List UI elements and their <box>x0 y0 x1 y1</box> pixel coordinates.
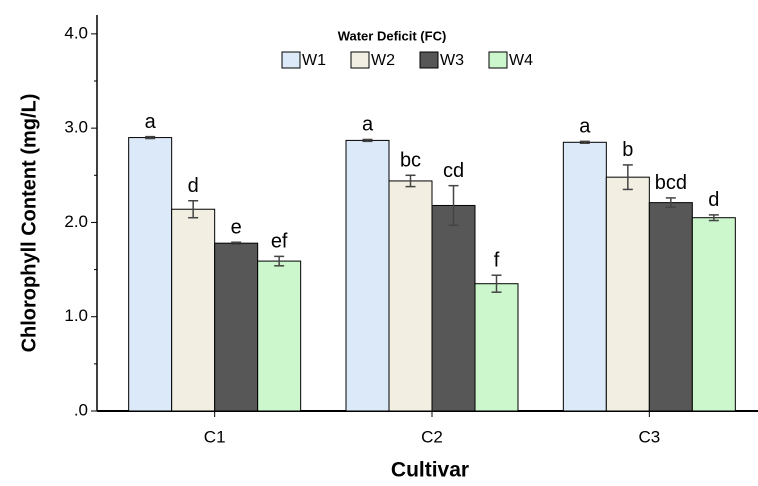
legend-label: W2 <box>371 52 395 69</box>
error-bar <box>405 174 416 188</box>
bar <box>648 202 693 412</box>
error-bar <box>362 138 373 143</box>
error-bar <box>665 197 676 209</box>
error-bar <box>579 140 590 144</box>
error-bar <box>448 184 459 227</box>
y-axis-label: Chlorophyll Content (mg/L) <box>18 94 40 353</box>
legend-swatch <box>350 51 370 69</box>
error-bar <box>274 255 285 267</box>
x-axis-label: Cultivar <box>391 459 469 482</box>
y-tick-label: .0 <box>74 400 88 419</box>
letter-label: e <box>231 217 242 239</box>
legend-swatch <box>281 51 301 69</box>
y-tick-label: 2.0 <box>64 212 88 231</box>
x-tick-label: C1 <box>204 427 226 446</box>
legend-swatch <box>488 51 508 69</box>
error-bar <box>231 241 242 245</box>
legend-swatch <box>419 51 439 69</box>
letter-label: a <box>145 111 157 133</box>
letter-label: a <box>579 116 591 138</box>
y-tick-label: 3.0 <box>64 118 88 137</box>
letter-label: d <box>708 189 719 211</box>
bar <box>474 283 519 412</box>
letter-label: ef <box>271 231 288 253</box>
legend-label: W4 <box>509 52 533 69</box>
letter-label: bcd <box>655 172 687 194</box>
bar <box>128 137 173 412</box>
letter-label: bc <box>400 150 421 172</box>
bar <box>605 176 650 412</box>
bar <box>388 180 433 412</box>
error-bar <box>491 274 502 293</box>
bar <box>171 208 216 412</box>
letter-label: a <box>362 114 374 136</box>
y-tick-label: 1.0 <box>64 306 88 325</box>
bar <box>214 242 259 412</box>
legend-label: W3 <box>440 52 464 69</box>
y-tick-label: 4.0 <box>64 23 88 42</box>
error-bar <box>188 199 199 219</box>
bar <box>431 204 476 412</box>
bar <box>691 217 736 412</box>
letter-label: cd <box>443 160 464 182</box>
letter-label: d <box>188 175 199 197</box>
error-bar <box>622 164 633 191</box>
error-bar <box>145 135 156 140</box>
bar <box>562 141 607 412</box>
legend-title: Water Deficit (FC) <box>338 28 447 43</box>
letter-label: f <box>494 250 500 272</box>
error-bar <box>708 214 719 222</box>
bar <box>345 139 390 412</box>
x-tick-label: C2 <box>421 427 443 446</box>
letter-label: b <box>622 139 633 161</box>
bar <box>257 260 302 412</box>
x-tick-label: C3 <box>638 427 660 446</box>
legend-label: W1 <box>302 52 326 69</box>
